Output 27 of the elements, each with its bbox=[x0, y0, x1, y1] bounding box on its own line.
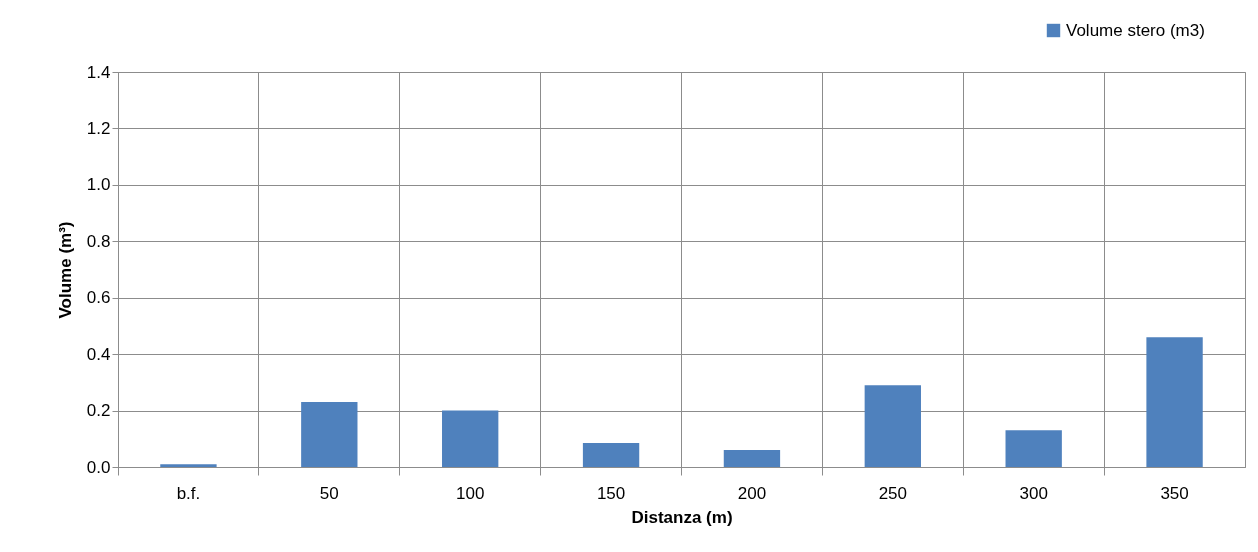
x-tick-label: 200 bbox=[737, 483, 767, 503]
bar bbox=[160, 464, 217, 467]
y-tick-label: 0.6 bbox=[86, 288, 111, 308]
x-tick-label: 150 bbox=[596, 483, 626, 503]
y-tick-label: 0.0 bbox=[86, 457, 111, 477]
bar bbox=[582, 443, 640, 467]
y-tick-label: 0.8 bbox=[86, 231, 111, 251]
bar bbox=[1005, 430, 1062, 467]
bar bbox=[723, 450, 781, 467]
x-tick-label: 250 bbox=[878, 483, 907, 503]
legend-label: Volume stero (m3) bbox=[1066, 20, 1205, 40]
y-tick-label: 0.4 bbox=[86, 344, 111, 364]
x-tick-label: b.f. bbox=[176, 483, 201, 503]
y-tick-label: 0.2 bbox=[86, 401, 111, 421]
x-tick-label: 350 bbox=[1160, 483, 1189, 503]
bar bbox=[442, 410, 499, 467]
bar bbox=[864, 385, 921, 467]
bar bbox=[301, 402, 358, 467]
y-axis-title: Volume (m³) bbox=[55, 221, 75, 319]
y-tick-label: 1.2 bbox=[86, 118, 111, 138]
x-tick-label: 100 bbox=[456, 483, 485, 503]
x-axis-title: Distanza (m) bbox=[631, 507, 733, 527]
bar bbox=[1146, 337, 1203, 467]
x-tick-label: 50 bbox=[319, 483, 339, 503]
y-tick-label: 1.4 bbox=[86, 62, 111, 82]
y-tick-label: 1.0 bbox=[86, 175, 111, 195]
x-tick-label: 300 bbox=[1019, 483, 1048, 503]
